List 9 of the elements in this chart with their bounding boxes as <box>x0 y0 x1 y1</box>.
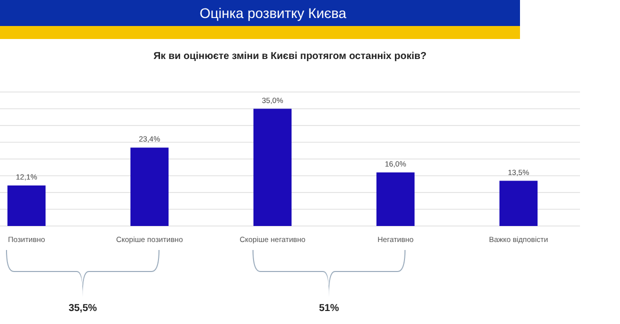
text: 51% <box>318 303 340 314</box>
bar <box>7 185 46 226</box>
text: 35,5% <box>68 303 98 314</box>
bar <box>499 180 538 226</box>
bar <box>253 108 292 226</box>
chart-title: Оцінка розвитку Києва <box>200 5 347 21</box>
chart-subtitle: Як ви оцінюєте зміни в Києві протягом останніх років? <box>153 51 427 62</box>
bar <box>376 172 415 226</box>
bar <box>130 148 169 226</box>
